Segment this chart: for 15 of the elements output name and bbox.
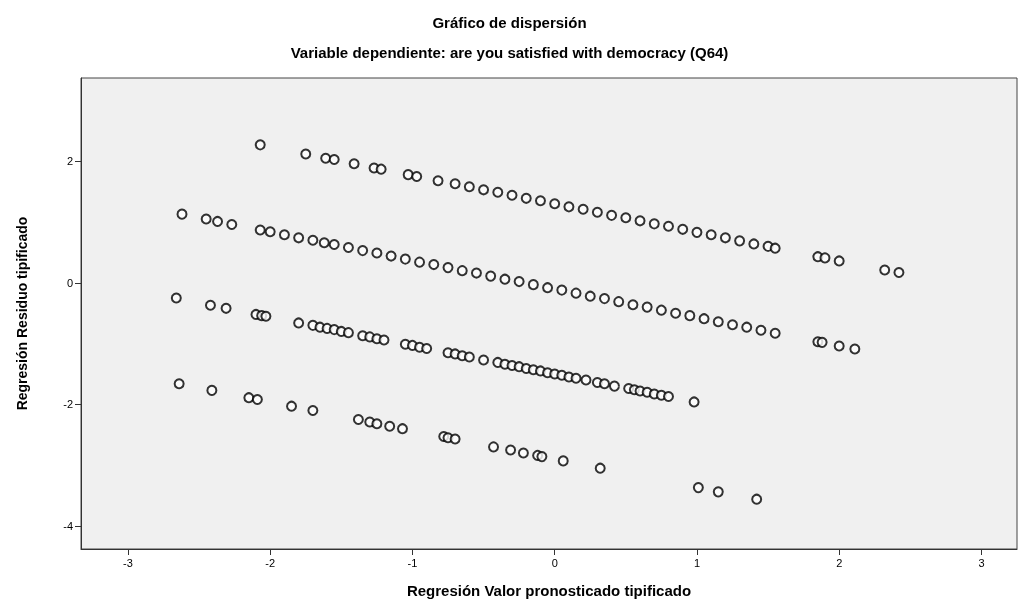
x-tick-label: 0: [551, 556, 558, 569]
x-tick-label: -2: [265, 556, 276, 569]
y-tick-label: 2: [66, 155, 73, 168]
y-tick-label: -4: [63, 519, 73, 532]
x-tick-label: -3: [123, 556, 133, 569]
y-axis-title: Regresión Residuo tipificado: [14, 216, 30, 411]
y-tick-label: 0: [66, 276, 73, 289]
chart-subtitle: Variable dependiente: are you satisfied with democracy (Q64): [290, 44, 729, 61]
x-tick-label: 3: [978, 556, 985, 569]
y-tick-label: -2: [63, 398, 73, 411]
x-tick-label: 2: [836, 556, 843, 569]
chart-title: Gráfico de dispersión: [432, 14, 587, 31]
x-tick-label: 1: [693, 556, 700, 569]
x-tick-label: -1: [407, 556, 418, 569]
x-axis-title: Regresión Valor pronosticado tipificado: [406, 582, 692, 599]
